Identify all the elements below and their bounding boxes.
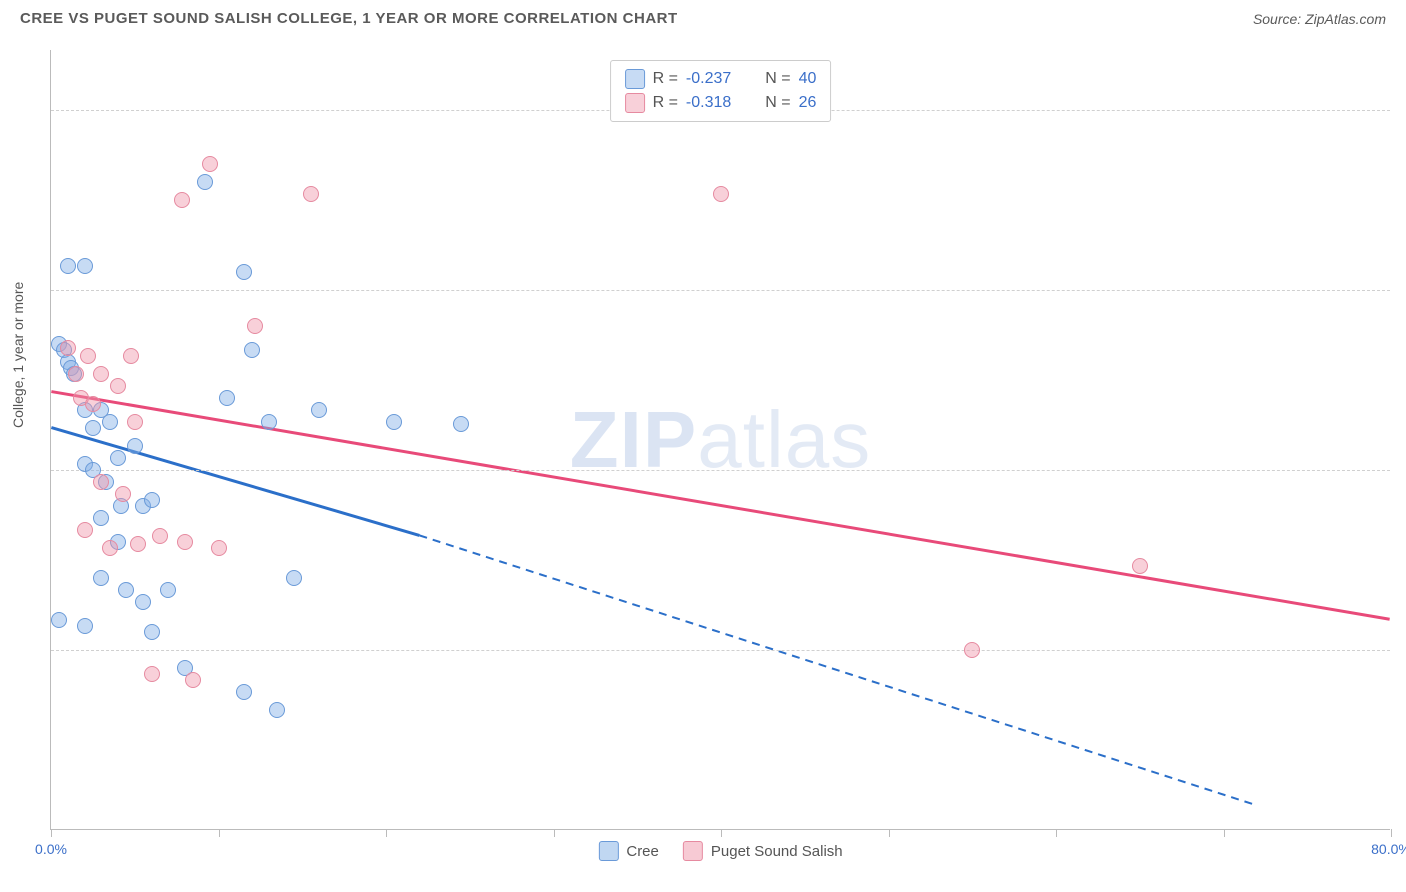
legend-swatch-icon: [598, 841, 618, 861]
data-point: [93, 366, 109, 382]
data-point: [453, 416, 469, 432]
data-point: [93, 570, 109, 586]
data-point: [118, 582, 134, 598]
legend-label: Cree: [626, 843, 659, 860]
data-point: [219, 390, 235, 406]
data-point: [303, 186, 319, 202]
data-point: [77, 618, 93, 634]
data-point: [102, 414, 118, 430]
gridline: [51, 470, 1390, 471]
data-point: [261, 414, 277, 430]
chart-title: CREE VS PUGET SOUND SALISH COLLEGE, 1 YE…: [20, 10, 678, 27]
legend-swatch-icon: [625, 93, 645, 113]
data-point: [68, 366, 84, 382]
x-tick: [1056, 829, 1057, 837]
data-point: [127, 414, 143, 430]
scatter-chart: ZIPatlas R = -0.237 N = 40 R = -0.318 N …: [50, 50, 1390, 830]
data-point: [102, 540, 118, 556]
data-point: [269, 702, 285, 718]
data-point: [286, 570, 302, 586]
data-point: [60, 258, 76, 274]
data-point: [247, 318, 263, 334]
y-axis-label: College, 1 year or more: [10, 282, 26, 428]
data-point: [211, 540, 227, 556]
legend-swatch-icon: [625, 69, 645, 89]
data-point: [51, 612, 67, 628]
data-point: [160, 582, 176, 598]
data-point: [85, 396, 101, 412]
source-attribution: Source: ZipAtlas.com: [1253, 11, 1386, 27]
x-tick-label: 80.0%: [1371, 841, 1406, 857]
legend-item: Puget Sound Salish: [683, 841, 843, 861]
data-point: [152, 528, 168, 544]
data-point: [202, 156, 218, 172]
gridline: [51, 290, 1390, 291]
data-point: [1132, 558, 1148, 574]
data-point: [311, 402, 327, 418]
data-point: [185, 672, 201, 688]
x-tick: [721, 829, 722, 837]
data-point: [144, 624, 160, 640]
legend-item: Cree: [598, 841, 659, 861]
data-point: [197, 174, 213, 190]
x-tick: [51, 829, 52, 837]
x-tick: [386, 829, 387, 837]
x-tick: [1224, 829, 1225, 837]
data-point: [174, 192, 190, 208]
watermark: ZIPatlas: [570, 394, 871, 486]
legend-label: Puget Sound Salish: [711, 843, 843, 860]
data-point: [130, 536, 146, 552]
data-point: [386, 414, 402, 430]
gridline: [51, 650, 1390, 651]
x-tick: [1391, 829, 1392, 837]
stats-legend-row: R = -0.318 N = 26: [625, 91, 817, 115]
data-point: [80, 348, 96, 364]
legend-swatch-icon: [683, 841, 703, 861]
data-point: [964, 642, 980, 658]
data-point: [244, 342, 260, 358]
data-point: [93, 474, 109, 490]
stats-legend-row: R = -0.237 N = 40: [625, 67, 817, 91]
data-point: [93, 510, 109, 526]
trend-lines: [51, 50, 1390, 829]
data-point: [77, 258, 93, 274]
data-point: [110, 450, 126, 466]
data-point: [713, 186, 729, 202]
series-legend: Cree Puget Sound Salish: [598, 841, 842, 861]
data-point: [77, 522, 93, 538]
data-point: [236, 684, 252, 700]
data-point: [144, 666, 160, 682]
data-point: [236, 264, 252, 280]
data-point: [115, 486, 131, 502]
x-tick-label: 0.0%: [35, 841, 67, 857]
data-point: [127, 438, 143, 454]
stats-legend: R = -0.237 N = 40 R = -0.318 N = 26: [610, 60, 832, 122]
data-point: [85, 420, 101, 436]
data-point: [144, 492, 160, 508]
data-point: [123, 348, 139, 364]
x-tick: [554, 829, 555, 837]
x-tick: [889, 829, 890, 837]
x-tick: [219, 829, 220, 837]
data-point: [60, 340, 76, 356]
data-point: [110, 378, 126, 394]
data-point: [177, 534, 193, 550]
data-point: [135, 594, 151, 610]
